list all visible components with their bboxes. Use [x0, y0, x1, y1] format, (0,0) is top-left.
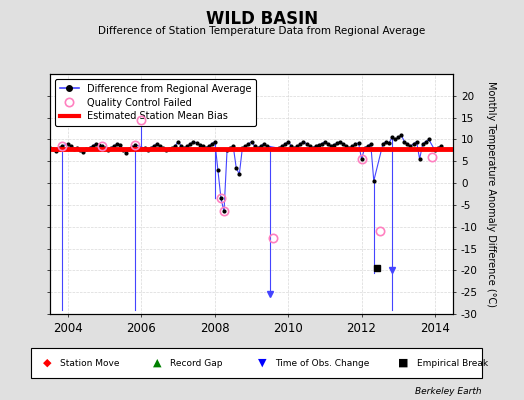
Text: Record Gap: Record Gap: [170, 358, 223, 368]
Text: ◆: ◆: [43, 358, 51, 368]
Text: ▲: ▲: [153, 358, 161, 368]
Text: Berkeley Earth: Berkeley Earth: [416, 387, 482, 396]
Text: Difference of Station Temperature Data from Regional Average: Difference of Station Temperature Data f…: [99, 26, 425, 36]
Text: Empirical Break: Empirical Break: [417, 358, 488, 368]
Text: WILD BASIN: WILD BASIN: [206, 10, 318, 28]
Text: ■: ■: [398, 358, 409, 368]
Text: Time of Obs. Change: Time of Obs. Change: [275, 358, 369, 368]
Legend: Difference from Regional Average, Quality Control Failed, Estimated Station Mean: Difference from Regional Average, Qualit…: [54, 79, 256, 126]
Y-axis label: Monthly Temperature Anomaly Difference (°C): Monthly Temperature Anomaly Difference (…: [486, 81, 496, 307]
Text: Station Move: Station Move: [60, 358, 120, 368]
Text: ▼: ▼: [258, 358, 266, 368]
